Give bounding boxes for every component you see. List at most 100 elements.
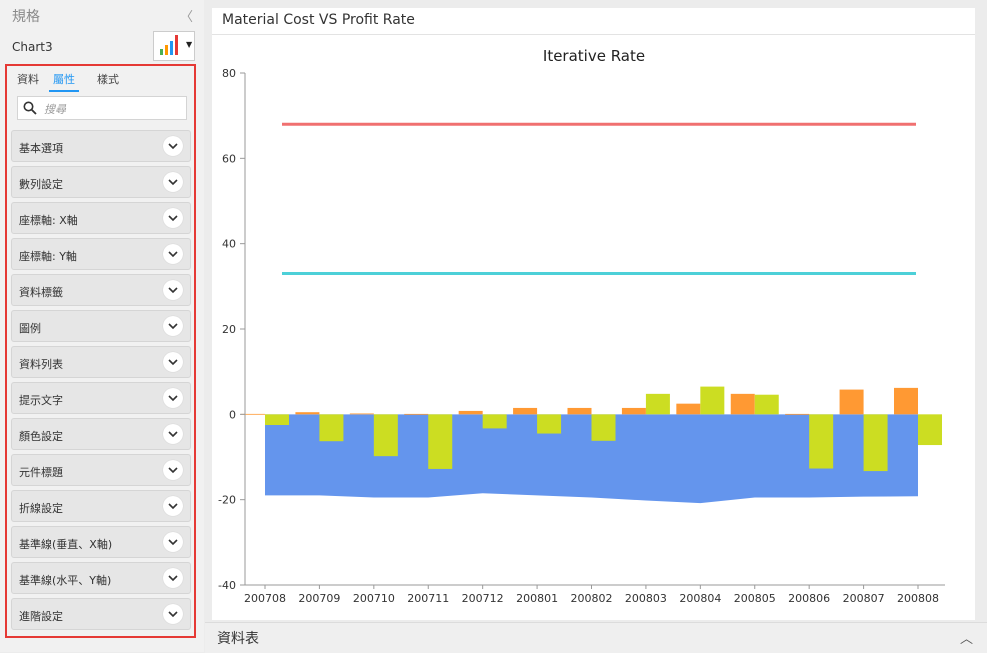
bar bbox=[754, 394, 779, 415]
x-tick-label: 200711 bbox=[407, 592, 449, 605]
chevron-down-icon[interactable] bbox=[163, 280, 183, 300]
settings-section[interactable]: 基準線(水平、Y軸) bbox=[11, 562, 191, 594]
bar bbox=[349, 413, 374, 415]
settings-section[interactable]: 基本選項 bbox=[11, 130, 191, 162]
settings-section-label: 顏色設定 bbox=[19, 430, 63, 443]
bar bbox=[645, 393, 670, 415]
settings-section-label: 資料標籤 bbox=[19, 286, 63, 299]
bar bbox=[482, 414, 507, 429]
bar bbox=[513, 407, 538, 415]
settings-section[interactable]: 資料列表 bbox=[11, 346, 191, 378]
bar bbox=[373, 414, 398, 457]
search-input[interactable] bbox=[42, 99, 186, 119]
chevron-down-icon[interactable] bbox=[163, 352, 183, 372]
chart-plot: Iterative Rate -40 -20 0 20 40 60 80 200708 20070… bbox=[218, 47, 945, 605]
chevron-down-icon[interactable] bbox=[163, 604, 183, 624]
bar bbox=[241, 413, 265, 415]
panel-title: 規格 bbox=[12, 9, 40, 25]
chevron-down-icon[interactable] bbox=[163, 136, 183, 156]
settings-section-label: 資料列表 bbox=[19, 358, 63, 371]
tab-data[interactable]: 資料 bbox=[17, 73, 39, 86]
settings-section-label: 座標軸: X軸 bbox=[19, 214, 78, 227]
settings-section-label: 進階設定 bbox=[19, 610, 63, 623]
x-tick-label: 200708 bbox=[244, 592, 286, 605]
chevron-down-icon[interactable] bbox=[163, 244, 183, 264]
x-tick-label: 200709 bbox=[298, 592, 340, 605]
bar bbox=[621, 407, 646, 415]
tab-properties[interactable]: 屬性 bbox=[49, 70, 79, 92]
data-table-bar[interactable]: 資料表 ︿ bbox=[205, 622, 987, 653]
x-tick-label: 200801 bbox=[516, 592, 558, 605]
expand-up-icon[interactable]: ︿ bbox=[959, 632, 973, 647]
chart-type-dropdown[interactable]: ▼ bbox=[153, 31, 195, 61]
bar bbox=[730, 393, 755, 415]
bar bbox=[458, 410, 483, 415]
chart-card-title: Material Cost VS Profit Rate bbox=[222, 12, 415, 28]
collapse-panel-button[interactable]: 〈 bbox=[180, 10, 194, 25]
caret-down-icon: ▼ bbox=[186, 40, 193, 49]
chevron-down-icon[interactable] bbox=[163, 388, 183, 408]
x-tick-label: 200808 bbox=[897, 592, 939, 605]
settings-section-label: 圖例 bbox=[19, 322, 41, 335]
settings-section[interactable]: 提示文字 bbox=[11, 382, 191, 414]
search-icon bbox=[23, 101, 37, 115]
bar bbox=[700, 386, 725, 415]
settings-section-label: 基準線(水平、Y軸) bbox=[19, 574, 112, 587]
chevron-down-icon[interactable] bbox=[163, 460, 183, 480]
bar bbox=[567, 407, 592, 415]
settings-section-label: 座標軸: Y軸 bbox=[19, 250, 77, 263]
settings-section[interactable]: 座標軸: Y軸 bbox=[11, 238, 191, 270]
y-tick-label: 80 bbox=[222, 67, 236, 80]
y-tick-label: 60 bbox=[222, 152, 236, 165]
settings-section[interactable]: 基準線(垂直、X軸) bbox=[11, 526, 191, 558]
bar bbox=[591, 414, 616, 441]
y-tick-label: 0 bbox=[229, 408, 236, 421]
chevron-down-icon[interactable] bbox=[163, 496, 183, 516]
settings-section[interactable]: 資料標籤 bbox=[11, 274, 191, 306]
settings-section-label: 元件標題 bbox=[19, 466, 63, 479]
settings-section-label: 折線設定 bbox=[19, 502, 63, 515]
x-tick-label: 200712 bbox=[462, 592, 504, 605]
settings-section-label: 基本選項 bbox=[19, 142, 63, 155]
chevron-down-icon[interactable] bbox=[163, 568, 183, 588]
x-tick-label: 200803 bbox=[625, 592, 667, 605]
x-tick-label: 200806 bbox=[788, 592, 830, 605]
chevron-down-icon[interactable] bbox=[163, 424, 183, 444]
bar bbox=[809, 414, 834, 469]
bar bbox=[537, 414, 562, 434]
chevron-down-icon[interactable] bbox=[163, 172, 183, 192]
settings-section[interactable]: 進階設定 bbox=[11, 598, 191, 630]
property-search bbox=[17, 96, 187, 120]
bar bbox=[918, 414, 942, 446]
chevron-down-icon[interactable] bbox=[163, 316, 183, 336]
bar bbox=[265, 414, 289, 425]
bar bbox=[404, 413, 429, 415]
settings-section[interactable]: 折線設定 bbox=[11, 490, 191, 522]
chevron-down-icon[interactable] bbox=[163, 208, 183, 228]
settings-section[interactable]: 數列設定 bbox=[11, 166, 191, 198]
settings-section[interactable]: 座標軸: X軸 bbox=[11, 202, 191, 234]
tab-style[interactable]: 樣式 bbox=[97, 73, 119, 86]
chart-title: Iterative Rate bbox=[543, 47, 645, 65]
x-tick-label: 200807 bbox=[843, 592, 885, 605]
settings-section-label: 基準線(垂直、X軸) bbox=[19, 538, 113, 551]
bar bbox=[676, 403, 701, 415]
chevron-down-icon[interactable] bbox=[163, 532, 183, 552]
settings-section-label: 數列設定 bbox=[19, 178, 63, 191]
y-tick-label: 40 bbox=[222, 238, 236, 251]
settings-section[interactable]: 元件標題 bbox=[11, 454, 191, 486]
settings-section-label: 提示文字 bbox=[19, 394, 63, 407]
bar bbox=[863, 414, 888, 472]
chart-name: Chart3 bbox=[12, 40, 53, 54]
bar bbox=[428, 414, 453, 469]
title-divider bbox=[212, 34, 975, 35]
data-table-label: 資料表 bbox=[217, 631, 259, 647]
settings-section[interactable]: 顏色設定 bbox=[11, 418, 191, 450]
x-tick-label: 200804 bbox=[679, 592, 721, 605]
x-tick-label: 200805 bbox=[734, 592, 776, 605]
settings-section[interactable]: 圖例 bbox=[11, 310, 191, 342]
y-tick-label: -20 bbox=[218, 494, 236, 507]
bar bbox=[319, 414, 344, 442]
x-tick-label: 200710 bbox=[353, 592, 395, 605]
